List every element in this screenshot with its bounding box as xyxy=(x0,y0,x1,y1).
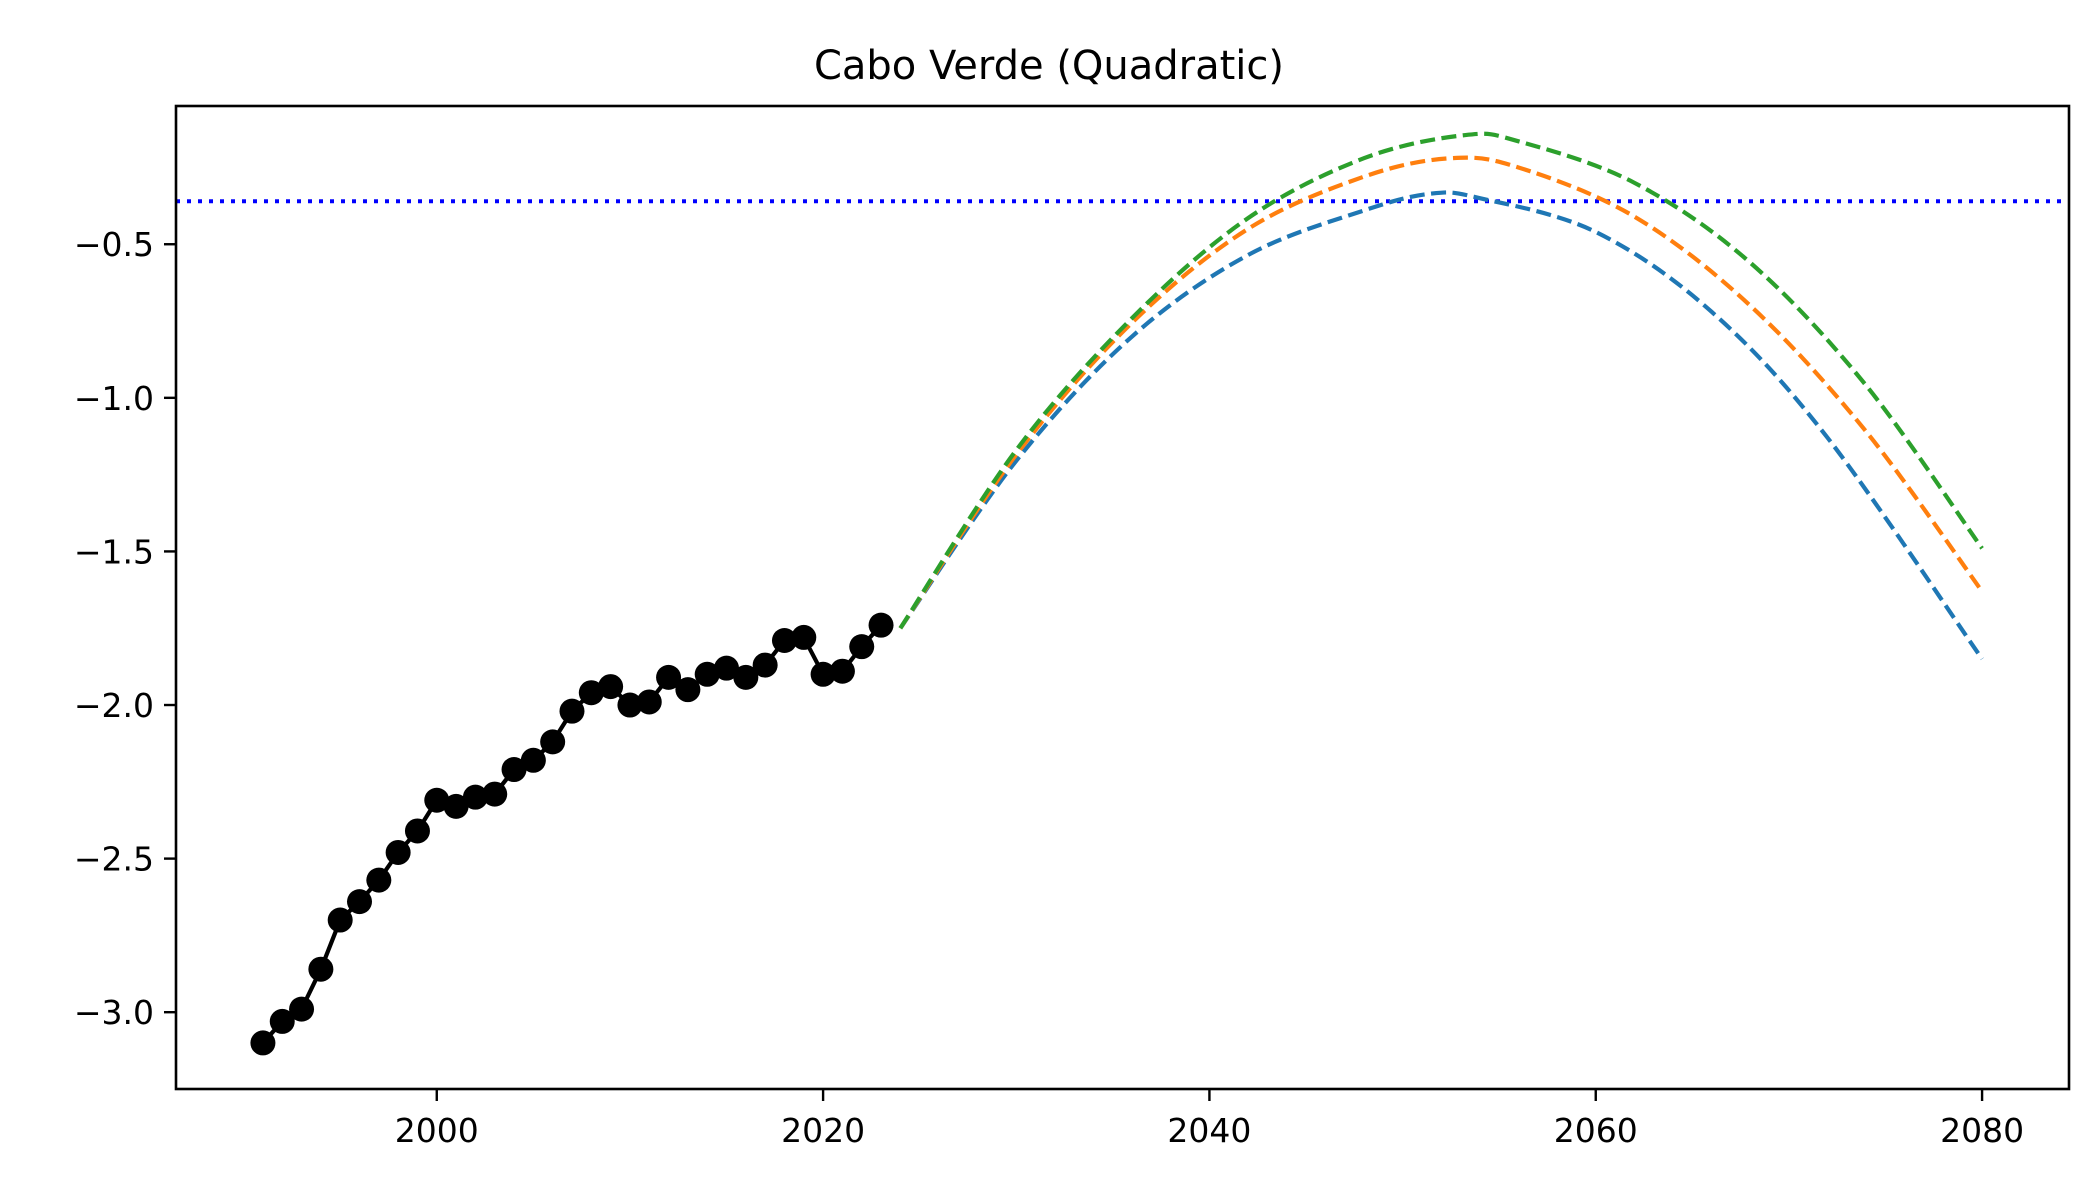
projection-line-3 xyxy=(898,131,1984,630)
observed-point xyxy=(598,674,624,700)
y-tick-label: −2.0 xyxy=(74,686,154,725)
observed-point xyxy=(404,818,430,844)
x-tick-label: 2020 xyxy=(781,1111,865,1150)
observed-point xyxy=(868,612,894,638)
observed-point xyxy=(829,658,855,684)
observed-point xyxy=(675,677,701,703)
observed-point xyxy=(810,661,836,687)
observed-point xyxy=(733,664,759,690)
observed-point xyxy=(424,787,450,813)
projection-line-1 xyxy=(898,190,1984,661)
observed-point xyxy=(636,689,662,715)
observed-point xyxy=(694,661,720,687)
observed-point xyxy=(482,781,508,807)
y-tick-label: −0.5 xyxy=(74,225,154,264)
observed-point xyxy=(540,729,566,755)
observed-point xyxy=(443,793,469,819)
x-tick-label: 2060 xyxy=(1554,1111,1638,1150)
y-tick-label: −1.5 xyxy=(74,532,154,571)
observed-line xyxy=(261,623,883,1045)
plot-frame xyxy=(174,104,2071,1091)
plot-clipped xyxy=(176,131,2069,1056)
observed-point xyxy=(308,956,334,982)
observed-point xyxy=(617,692,643,718)
observed-point xyxy=(501,757,527,783)
x-tick-label: 2000 xyxy=(395,1111,479,1150)
observed-point xyxy=(347,889,373,915)
y-tick-label: −1.0 xyxy=(74,379,154,418)
observed-point xyxy=(520,747,546,773)
axes: 2000 2020 2040 2060 2080 −3.0 −2.5 −2.0 −1.5 −1.0… xyxy=(74,225,2024,1150)
observed-point xyxy=(578,680,604,706)
observed-point xyxy=(714,655,740,681)
y-tick-label: −3.0 xyxy=(74,993,154,1032)
projection-line-2 xyxy=(898,155,1984,630)
observed-point xyxy=(385,839,411,865)
y-tick-label: −2.5 xyxy=(74,840,154,879)
observed-point xyxy=(849,634,875,660)
observed-point xyxy=(327,907,353,933)
observed-point xyxy=(559,698,585,724)
chart-title: Cabo Verde (Quadratic) xyxy=(814,43,1284,89)
observed-point xyxy=(752,652,778,678)
plot-area xyxy=(176,131,2069,1056)
observed-point xyxy=(366,867,392,893)
observed-point xyxy=(250,1030,276,1056)
observed-point xyxy=(462,784,488,810)
x-tick-label: 2040 xyxy=(1167,1111,1251,1150)
observed-point xyxy=(289,996,315,1022)
observed-point xyxy=(791,624,817,650)
observed-point xyxy=(269,1008,295,1034)
observed-point xyxy=(771,628,797,654)
observed-point xyxy=(656,664,682,690)
x-tick-label: 2080 xyxy=(1940,1111,2024,1150)
